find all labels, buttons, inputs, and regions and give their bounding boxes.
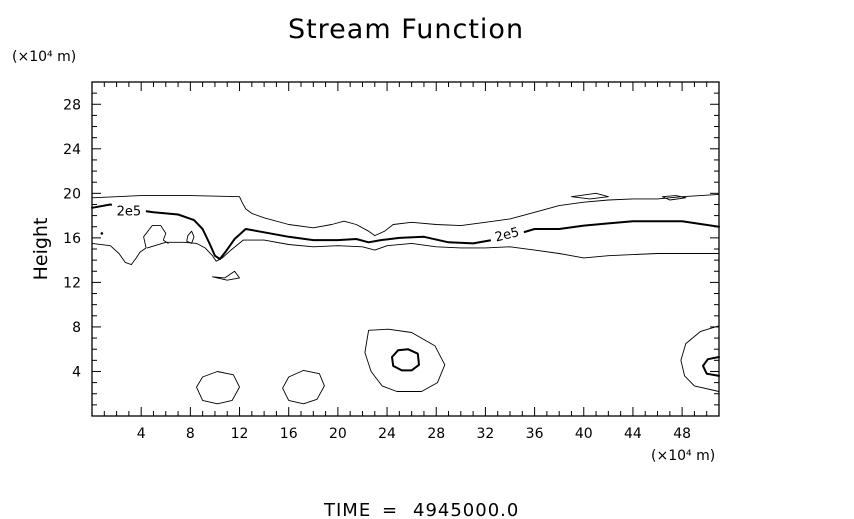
y-tick-label: 20 xyxy=(63,186,81,202)
contour-label-background xyxy=(488,222,526,245)
x-tick-label: 48 xyxy=(673,426,691,442)
contour-value-label: 2e5 xyxy=(117,204,142,219)
contour-small-loop-8 xyxy=(186,230,195,244)
x-tick-label: 4 xyxy=(137,426,146,442)
y-axis-label: Height xyxy=(30,218,52,281)
y-tick-label: 24 xyxy=(63,142,81,158)
time-separator: = xyxy=(382,500,398,519)
y-tick-label: 8 xyxy=(72,320,81,336)
x-tick-label: 12 xyxy=(231,426,249,442)
contour-top-right-islet-2 xyxy=(661,195,687,201)
contour-top-right-islet-1 xyxy=(571,192,609,200)
contour-upper-thin-boundary xyxy=(91,193,720,237)
contour-bottom-ring-10 xyxy=(196,371,240,405)
contour-ring-outer-25 xyxy=(364,328,446,392)
contour-dot xyxy=(100,232,104,235)
time-value: 4945000.0 xyxy=(413,500,519,519)
x-tick-label: 32 xyxy=(476,426,494,442)
contour-small-loop-11 xyxy=(212,270,240,281)
y-tick-label: 28 xyxy=(63,97,81,113)
time-label: TIME xyxy=(323,500,371,519)
contour-lines xyxy=(91,192,720,405)
x-tick-label: 28 xyxy=(427,426,445,442)
contour-label-background xyxy=(111,203,146,218)
contour-right-edge-outer xyxy=(680,325,720,392)
contour-lower-thin-contour xyxy=(146,239,720,262)
axis-ticks xyxy=(92,82,719,416)
x-tick-label: 40 xyxy=(575,426,593,442)
contour-value-label: 2e5 xyxy=(493,225,520,245)
x-axis-unit-label: (×10⁴ m) xyxy=(651,448,715,464)
contour-bottom-ring-17 xyxy=(282,369,325,405)
y-axis-unit-label: (×10⁴ m) xyxy=(12,49,76,65)
x-tick-label: 8 xyxy=(186,426,195,442)
contour-left-lobe xyxy=(91,225,169,266)
x-tick-label: 16 xyxy=(280,426,298,442)
x-tick-label: 44 xyxy=(624,426,642,442)
time-readout: TIME = 4945000.0 xyxy=(323,500,519,519)
y-tick-label: 4 xyxy=(72,364,81,380)
plot-frame xyxy=(91,81,720,417)
contour-main-thick-contour xyxy=(91,203,720,260)
y-tick-label: 12 xyxy=(63,275,81,291)
x-tick-label: 20 xyxy=(329,426,347,442)
chart-title: Stream Function xyxy=(288,14,524,45)
contour-right-edge-inner xyxy=(702,356,720,377)
contour-labels: 2e5 2e5 xyxy=(111,203,526,246)
contour-ring-inner-25 xyxy=(391,348,420,372)
y-tick-label: 16 xyxy=(63,231,81,247)
x-tick-label: 24 xyxy=(378,426,396,442)
x-tick-label: 36 xyxy=(526,426,544,442)
